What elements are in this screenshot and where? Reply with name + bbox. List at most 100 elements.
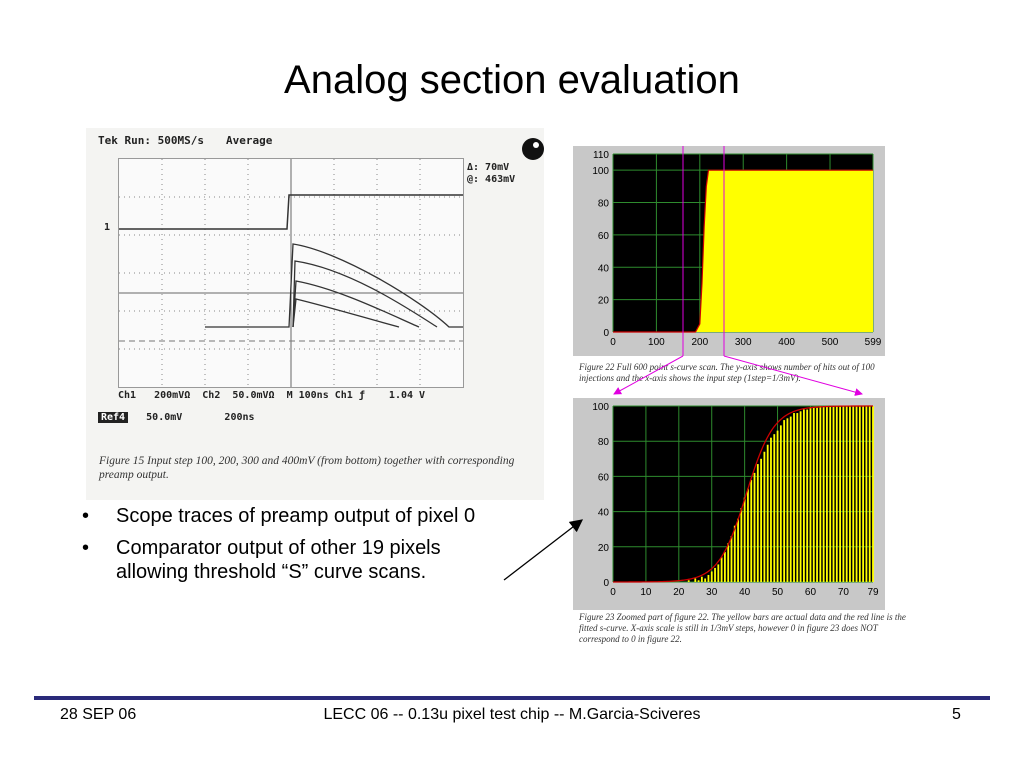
- fig23-bar: [697, 580, 700, 582]
- fig23-bar: [773, 434, 776, 582]
- fig23-y-tick: 20: [598, 543, 610, 554]
- fig23-bar: [737, 518, 739, 582]
- fig22-x-tick: 599: [865, 337, 882, 348]
- fig23-bar: [865, 406, 868, 582]
- fig23-y-tick: 80: [598, 437, 610, 448]
- fig23-bar: [776, 430, 779, 582]
- zoom-arrow-left: [613, 355, 684, 395]
- fig23-bar: [779, 425, 782, 582]
- fig23-bar: [747, 488, 749, 582]
- fig23-bar: [816, 407, 818, 582]
- fig23-bar: [829, 406, 832, 582]
- fig23-bar: [839, 406, 841, 582]
- fig23-x-tick: 0: [610, 587, 616, 598]
- fig23-bar: [826, 406, 828, 582]
- fig23-bar: [855, 406, 858, 582]
- bullet-text: Comparator output of other 19 pixels all…: [116, 537, 441, 583]
- fig22-chart: 0 100 200 300 400 500 599 0 20 40 60 80 100 110: [592, 150, 882, 348]
- fig23-bar: [766, 444, 769, 582]
- fig22-y-tick: 40: [598, 263, 610, 274]
- fig23-x-tick: 70: [838, 587, 850, 598]
- fig23-bar: [700, 576, 703, 582]
- fig23-x-tick: 20: [673, 587, 685, 598]
- fig23-bar: [760, 458, 763, 582]
- fig23-bar: [720, 557, 723, 582]
- fig22-y-tick: 0: [603, 328, 609, 339]
- fig22-y-tick: 100: [592, 166, 609, 177]
- scope-delta-readout: Δ: 70mV @: 463mV: [467, 162, 515, 186]
- fig23-x-tick: 60: [805, 587, 817, 598]
- fig23-bar: [862, 406, 865, 582]
- fig22-fit-line: [613, 169, 873, 333]
- bullet-item: • Comparator output of other 19 pixels a…: [82, 536, 512, 584]
- fig23-bar: [687, 580, 690, 582]
- fig23-bar: [730, 536, 733, 582]
- fig23-y-tick: 60: [598, 472, 610, 483]
- fig23-y-tick: 100: [592, 402, 609, 413]
- fig22-y-tick: 60: [598, 231, 610, 242]
- fig23-bar: [704, 578, 707, 582]
- fig23-bar: [743, 497, 746, 582]
- fig23-bar: [717, 564, 720, 582]
- fig22-x-tick: 500: [822, 337, 839, 348]
- scope-waveforms: [119, 159, 463, 387]
- fig23-bar: [753, 472, 756, 582]
- fig23-bar: [822, 406, 825, 582]
- fig23-x-tick: 30: [706, 587, 718, 598]
- fig23-bar: [858, 406, 861, 582]
- fig22-x-tick: 300: [735, 337, 752, 348]
- bullet-dot: •: [82, 537, 90, 559]
- figure23-caption: Figure 23 Zoomed part of figure 22. The …: [579, 612, 906, 644]
- fig23-y-tick: 0: [603, 578, 609, 589]
- ref-label: Ref4: [98, 412, 129, 423]
- fig23-bar: [763, 451, 766, 582]
- fig23-bar: [868, 406, 871, 582]
- channel-marker: 1: [104, 222, 111, 233]
- fig23-fit-line: [612, 405, 874, 583]
- page-number: 5: [952, 706, 961, 723]
- fig23-bar: [710, 571, 713, 582]
- fig23-bar: [694, 578, 697, 582]
- ref-values: 50.0mV 200ns: [128, 412, 255, 423]
- zoom-arrow-right: [723, 355, 863, 396]
- fig22-x-tick: 0: [610, 337, 616, 348]
- fig23-bar: [845, 406, 848, 582]
- fig23-bar: [835, 406, 838, 582]
- fig22-y-tick: 20: [598, 296, 610, 307]
- figure15-caption: Figure 15 Input step 100, 200, 300 and 4…: [99, 455, 515, 481]
- fig23-bar: [802, 409, 805, 582]
- bullet-list: • Scope traces of preamp output of pixel…: [82, 504, 512, 592]
- scope-screen: [118, 158, 464, 388]
- fig22-x-tick: 200: [691, 337, 708, 348]
- fig23-bar: [756, 464, 759, 582]
- figure22-caption: Figure 22 Full 600 point s-curve scan. T…: [579, 362, 875, 383]
- fig23-bar: [852, 406, 855, 582]
- fig23-bar: [806, 409, 809, 582]
- fig23-bar: [740, 508, 743, 582]
- footer-title: LECC 06 -- 0.13u pixel test chip -- M.Ga…: [323, 706, 701, 723]
- fig23-bar: [714, 567, 716, 582]
- fig23-x-tick: 50: [772, 587, 784, 598]
- footer-date: 28 SEP 06: [60, 706, 137, 723]
- fig22-area: [613, 170, 873, 332]
- fig23-bar: [727, 543, 730, 582]
- fig23-bar: [812, 407, 815, 582]
- fig23-bar: [707, 574, 710, 582]
- fig22-x-tick: 400: [778, 337, 795, 348]
- fig23-bar: [789, 416, 792, 582]
- scope-ref-line: Ref4 50.0mV 200ns: [98, 412, 255, 423]
- fig23-bar: [832, 406, 835, 582]
- fig22-y-tick: 80: [598, 199, 610, 210]
- bullet-item: • Scope traces of preamp output of pixel…: [82, 504, 512, 528]
- scope-mode: Average: [226, 134, 273, 147]
- fig23-bar: [723, 552, 726, 582]
- fig23-x-tick: 40: [739, 587, 751, 598]
- fig23-bar: [750, 479, 753, 582]
- scope-record-icon: [522, 138, 544, 160]
- fig23-x-tick: 79: [867, 587, 879, 598]
- fig23-bar: [783, 420, 786, 582]
- fig23-x-tick: 10: [640, 587, 652, 598]
- fig23-chart: 0 10 20 30 40 50 60 70 79 0 20 40 60 80 100: [592, 402, 879, 598]
- footer-rule: [34, 696, 990, 700]
- fig23-bar: [842, 406, 845, 582]
